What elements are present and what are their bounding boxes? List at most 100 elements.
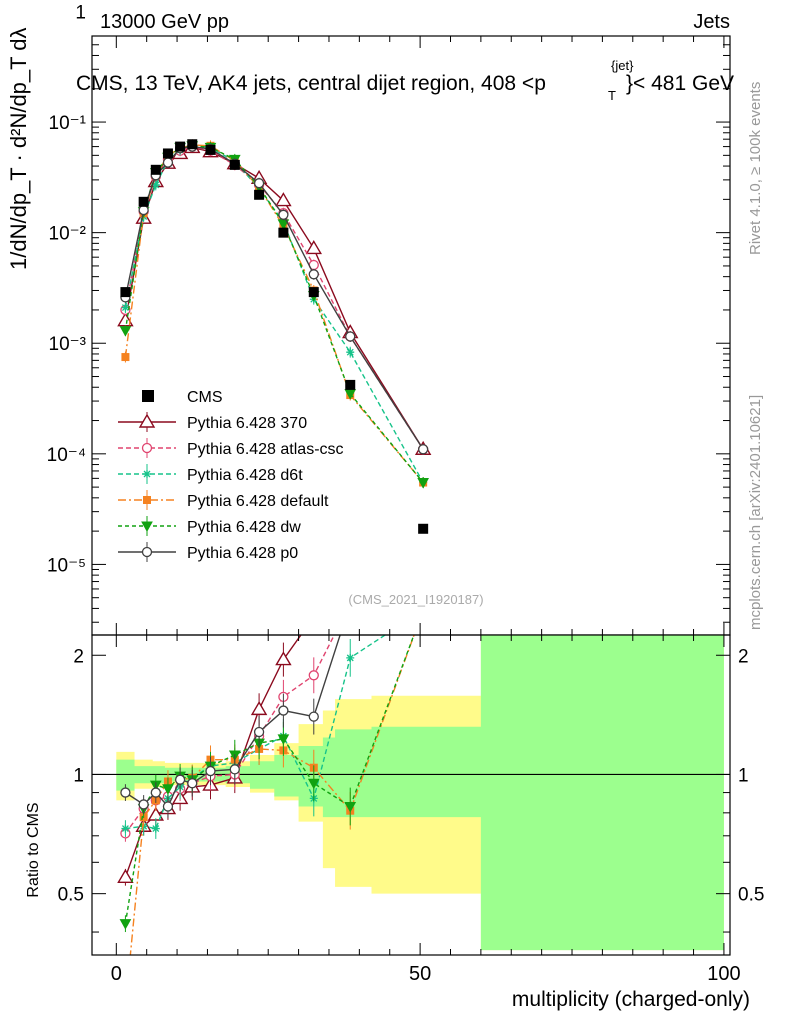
series-pythia-6-428-p0-ratio-point <box>253 726 265 738</box>
series-pythia-6-428-p0-ratio <box>120 635 341 818</box>
y-tick-label-ratio-right: 0.5 <box>738 885 764 906</box>
x-tick-label: 50 <box>409 963 431 985</box>
series-pythia-6-428-dw-main-point <box>417 478 430 489</box>
y-tick-label-main: 1 <box>75 2 86 23</box>
series-pythia-6-428-p0-main <box>120 141 429 455</box>
rivet-version-label: Rivet 4.1.0, ≥ 100k events <box>747 82 764 255</box>
series-pythia-6-428-dw-main-line <box>124 145 424 483</box>
legend-entry-pythia-6-428-370-label: Pythia 6.428 370 <box>187 415 307 432</box>
series-pythia-6-428-d6t-ratio-point <box>346 653 355 662</box>
cms-data-point <box>308 287 319 298</box>
series-pythia-6-428-dw-ratio-point <box>162 784 174 795</box>
y-tick-label-main: 10⁻¹ <box>49 113 87 134</box>
legend-entry-pythia-6-428-dw: Pythia 6.428 dw <box>118 516 301 536</box>
y-tick-label-ratio-right: 1 <box>738 765 749 786</box>
legend-entry-pythia-6-428-atlas-csc: Pythia 6.428 atlas-csc <box>118 438 344 458</box>
legend-entry-pythia-6-428-dw-marker <box>141 521 153 533</box>
series-pythia-6-428-d6t-ratio-point <box>151 824 160 833</box>
series-pythia-6-428-dw-ratio-point <box>344 802 357 813</box>
plot-title-sub: T <box>608 88 616 103</box>
legend-entry-cms: CMS <box>142 389 223 406</box>
series-pythia-6-428-370-ratio-point <box>250 700 268 716</box>
series-pythia-6-428-p0-main-point <box>345 331 356 342</box>
y-tick-label-main: 10⁻² <box>49 224 87 245</box>
series-pythia-6-428-d6t-main-point <box>121 303 130 312</box>
cms-data-point <box>175 141 186 152</box>
series-pythia-6-428-p0-ratio-point <box>205 765 216 777</box>
ratio-frame <box>91 634 731 956</box>
cms-data-point <box>418 523 429 534</box>
legend: CMS Pythia 6.428 370 Pythia 6.428 atlas-cs… <box>118 389 344 562</box>
legend-entry-pythia-6-428-dw-label: Pythia 6.428 dw <box>187 519 301 536</box>
cms-data-point <box>205 144 216 155</box>
header-left: 13000 GeV pp <box>100 11 229 33</box>
series-pythia-6-428-p0-main-point <box>253 178 265 189</box>
series-pythia-6-428-atlas-csc-ratio-point <box>308 670 319 681</box>
header-right: Jets <box>693 11 730 33</box>
legend-entry-pythia-6-428-default: Pythia 6.428 default <box>118 490 329 510</box>
ratio-panel: 0 50 100 0.5 0.5 1 1 2 2 <box>58 610 764 1010</box>
plot-title: CMS, 13 TeV, AK4 jets, central dijet reg… <box>76 58 734 103</box>
series-pythia-6-428-p0-main-point <box>138 204 149 216</box>
y-tick-label-ratio: 1 <box>73 765 84 786</box>
cms-data-point <box>120 287 131 298</box>
series-pythia-6-428-370-main-point <box>275 192 292 207</box>
legend-entry-pythia-6-428-p0-label: Pythia 6.428 p0 <box>187 545 298 562</box>
y-tick-label-main: 10⁻³ <box>49 334 87 355</box>
legend-entry-pythia-6-428-370-marker <box>138 413 156 428</box>
y-axis-label-main: 1/dN/dp_T · d²N/dp_T dλ <box>6 27 31 270</box>
legend-entry-pythia-6-428-atlas-csc-marker <box>141 442 153 454</box>
series-pythia-6-428-dw-main-point <box>119 326 132 337</box>
legend-entry-pythia-6-428-d6t: Pythia 6.428 d6t <box>118 464 303 484</box>
series-pythia-6-428-370-ratio-point <box>117 868 134 883</box>
series-pythia-6-428-d6t-ratio-point <box>121 824 130 833</box>
series-pythia-6-428-370-ratio-point <box>307 610 321 622</box>
series-pythia-6-428-dw-ratio-point <box>119 919 132 930</box>
cms-data-point <box>345 379 356 390</box>
cms-data <box>120 139 429 534</box>
y-axis-label-main-text: 1/dN/dp_T · d²N/dp_T dλ <box>6 27 31 270</box>
x-axis-label: multiplicity (charged-only) <box>512 988 750 1011</box>
mcplots-label: mcplots.cern.ch [arXiv:2401.10621] <box>747 395 764 630</box>
x-tick-label: 0 <box>111 963 122 985</box>
series-pythia-6-428-dw-ratio-point <box>277 734 290 745</box>
series-pythia-6-428-p0-main-point <box>308 269 319 280</box>
y-tick-label-ratio: 0.5 <box>58 885 84 906</box>
series-pythia-6-428-p0-main-point <box>278 209 289 220</box>
series-pythia-6-428-default-ratio-point <box>121 1002 129 1010</box>
legend-entry-cms-marker <box>142 390 154 402</box>
series-pythia-6-428-d6t-main-point <box>151 180 160 189</box>
series-pythia-6-428-p0-ratio-point <box>229 764 240 775</box>
series-pythia-6-428-p0-main-point <box>418 444 429 455</box>
series-pythia-6-428-p0-ratio-point <box>120 787 131 798</box>
series-pythia-6-428-d6t-main-point <box>346 348 355 357</box>
y-tick-label-ratio-right: 2 <box>738 646 749 667</box>
plot-title-end: }< 481 GeV <box>626 72 734 95</box>
legend-entry-pythia-6-428-default-marker <box>143 496 151 504</box>
legend-entry-pythia-6-428-d6t-label: Pythia 6.428 d6t <box>187 467 303 484</box>
analysis-watermark: (CMS_2021_I1920187) <box>348 592 483 607</box>
plot-title-text: CMS, 13 TeV, AK4 jets, central dijet reg… <box>76 72 546 95</box>
series-pythia-6-428-p0-ratio-point <box>308 711 319 722</box>
series-pythia-6-428-default-main-point <box>121 353 130 362</box>
cms-data-point <box>187 139 198 150</box>
series-pythia-6-428-p0-ratio-point <box>162 801 174 812</box>
band-inner <box>116 635 724 951</box>
series-pythia-6-428-370-main <box>117 139 432 455</box>
y-axis-label-ratio: Ratio to CMS <box>25 802 42 897</box>
series-pythia-6-428-dw-ratio-point <box>307 778 320 790</box>
series-pythia-6-428-p0-ratio-point <box>187 778 198 789</box>
series-pythia-6-428-p0-main-point <box>162 157 174 168</box>
y-tick-label-main: 10⁻⁴ <box>47 445 86 466</box>
legend-entry-pythia-6-428-370: Pythia 6.428 370 <box>118 412 307 432</box>
uncertainty-bands <box>116 635 724 951</box>
cms-data-point <box>278 227 289 238</box>
series-pythia-6-428-370-main-point <box>305 240 322 255</box>
legend-entry-pythia-6-428-p0-marker <box>141 546 153 558</box>
cms-data-point <box>150 164 161 175</box>
y-tick-label-main: 10⁻⁵ <box>47 555 86 576</box>
cms-data-point <box>254 189 265 200</box>
series-pythia-6-428-p0-ratio-point <box>278 705 289 716</box>
y-tick-label-ratio: 2 <box>73 646 84 667</box>
